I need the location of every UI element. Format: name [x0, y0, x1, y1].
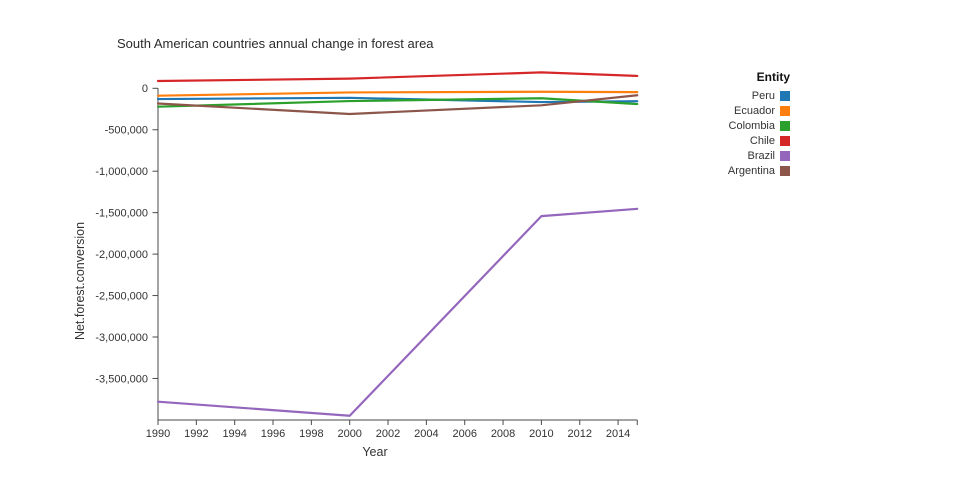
line-brazil: [156, 207, 639, 417]
y-tick-label: -2,500,000: [95, 290, 148, 302]
x-tick-label: 1994: [222, 428, 246, 440]
y-tick-label: -1,000,000: [95, 166, 148, 178]
x-tick-label: 2010: [529, 428, 553, 440]
legend: Entity Peru Ecuador Colombia Chile Brazil Arg…: [710, 70, 790, 179]
legend-swatch: [780, 135, 790, 146]
legend-label: Peru: [751, 89, 775, 102]
legend-item-colombia: Colombia: [710, 118, 790, 133]
line-argentina: [156, 94, 639, 116]
x-tick-label: 1998: [299, 428, 323, 440]
legend-item-peru: Peru: [710, 88, 790, 103]
legend-swatch: [780, 120, 790, 131]
x-tick-label: 2008: [491, 428, 515, 440]
x-tick-label: 2006: [452, 428, 476, 440]
legend-item-ecuador: Ecuador: [710, 103, 790, 118]
y-tick-label: -500,000: [105, 125, 148, 137]
x-axis-label: Year: [362, 445, 388, 459]
y-tick-label: -3,500,000: [95, 373, 148, 385]
legend-swatch: [780, 105, 790, 116]
x-tick-label: 2014: [606, 428, 630, 440]
x-tick-label: 1990: [146, 428, 170, 440]
y-tick-label: 0: [142, 83, 148, 95]
x-tick-label: 1996: [261, 428, 285, 440]
legend-label: Colombia: [728, 119, 775, 132]
x-tick-label: 2002: [376, 428, 400, 440]
legend-item-chile: Chile: [710, 133, 790, 148]
legend-swatch: [780, 150, 790, 161]
line-ecuador: [156, 90, 639, 97]
x-tick-label: 1992: [184, 428, 208, 440]
legend-label: Ecuador: [734, 104, 775, 117]
legend-label: Brazil: [747, 149, 775, 162]
y-tick-label: -2,000,000: [95, 249, 148, 261]
chart-title: South American countries annual change i…: [117, 36, 434, 51]
x-tick-label: 2012: [567, 428, 591, 440]
legend-label: Argentina: [727, 165, 775, 178]
legend-item-argentina: Argentina: [710, 163, 790, 178]
line-chile: [156, 71, 639, 83]
legend-swatch: [780, 90, 790, 101]
legend-item-brazil: Brazil: [710, 148, 790, 163]
legend-title: Entity: [756, 70, 790, 84]
y-tick-label: -1,500,000: [95, 207, 148, 219]
x-tick-label: 2000: [337, 428, 361, 440]
legend-rows: Peru Ecuador Colombia Chile Brazil Argentina: [710, 88, 790, 179]
legend-label: Chile: [749, 134, 775, 147]
legend-swatch: [780, 166, 790, 177]
y-tick-label: -3,000,000: [95, 332, 148, 344]
x-tick-label: 2004: [414, 428, 438, 440]
